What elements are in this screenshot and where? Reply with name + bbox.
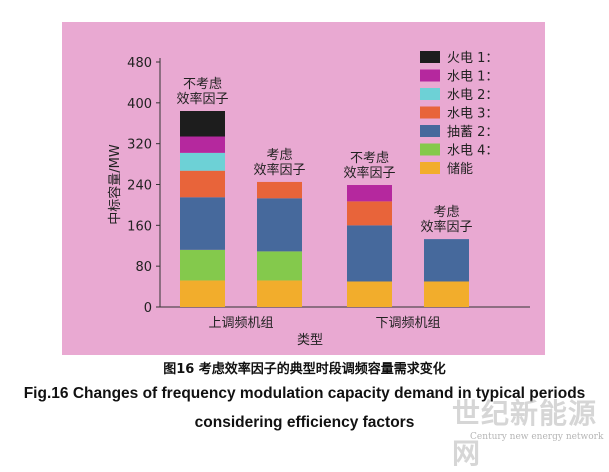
bar-segment [347,225,392,282]
figure-caption-english-line2: considering efficiency factors [194,414,415,431]
bar-label: 不考虑 [183,77,222,92]
x-axis-title: 类型 [297,333,323,348]
bar-segment [347,201,392,226]
figure-caption-chinese: 图16 考虑效率因子的典型时段调频容量需求变化 [163,362,446,377]
bar-label: 效率因子 [253,162,305,178]
bar-segment [347,185,392,202]
bar-segment [257,251,302,281]
legend-label: 水电 3： [447,107,498,122]
y-tick-label: 240 [127,179,152,194]
legend-swatch [420,88,440,100]
legend-swatch [420,143,440,156]
y-tick-label: 320 [127,138,152,153]
bar-segment [180,111,225,137]
bar-label: 不考虑 [350,151,389,166]
y-axis-title: 中标容量/MW [107,144,123,225]
x-group-label: 上调频机组 [208,316,273,331]
y-tick-label: 160 [127,219,152,234]
legend-swatch [420,106,440,119]
chart-panel: 0 80 160 240 320 400 480 中标容量/MW 不考虑 效率因子 考虑 效率因子 不考… [62,22,545,355]
x-group-label: 下调频机组 [375,316,440,331]
bar-segment [257,198,302,252]
legend-label: 水电 1： [447,70,498,85]
y-tick-label: 400 [127,97,152,112]
bar-label: 效率因子 [343,165,395,181]
legend-swatch [420,125,440,137]
legend-swatch [420,69,440,82]
y-tick-label: 480 [127,56,152,71]
bar-segment [180,170,225,198]
bar-label: 考虑 [266,148,292,163]
bar-segment [424,281,469,307]
stacked-bar-chart: 080160240320400480中标容量/MW不考虑效率因子考虑效率因子不考… [107,51,530,348]
legend-label: 抽蓄 2： [447,125,498,140]
bar-segment [257,280,302,307]
bar-segment [347,281,392,307]
bar-segment [180,136,225,153]
legend-swatch [420,51,440,63]
bar-segment [257,181,302,199]
legend-label: 水电 2： [447,88,498,103]
legend-swatch [420,162,440,174]
bar-label: 效率因子 [176,91,228,107]
bar-segment [180,197,225,250]
bar-label: 效率因子 [420,219,472,235]
legend-label: 水电 4： [447,144,498,159]
bar-segment [180,152,225,171]
bar-segment [424,239,469,282]
y-tick-label: 80 [135,260,152,275]
bar-segment [180,249,225,281]
legend-label: 火电 1： [447,51,498,66]
y-tick-label: 0 [144,301,152,316]
figure-caption-english-line1: Fig.16 Changes of frequency modulation c… [23,385,586,402]
legend-label: 储能 [447,162,473,177]
watermark-subtext: Century new energy network [470,432,604,442]
bar-label: 考虑 [433,205,459,220]
bar-segment [180,280,225,307]
